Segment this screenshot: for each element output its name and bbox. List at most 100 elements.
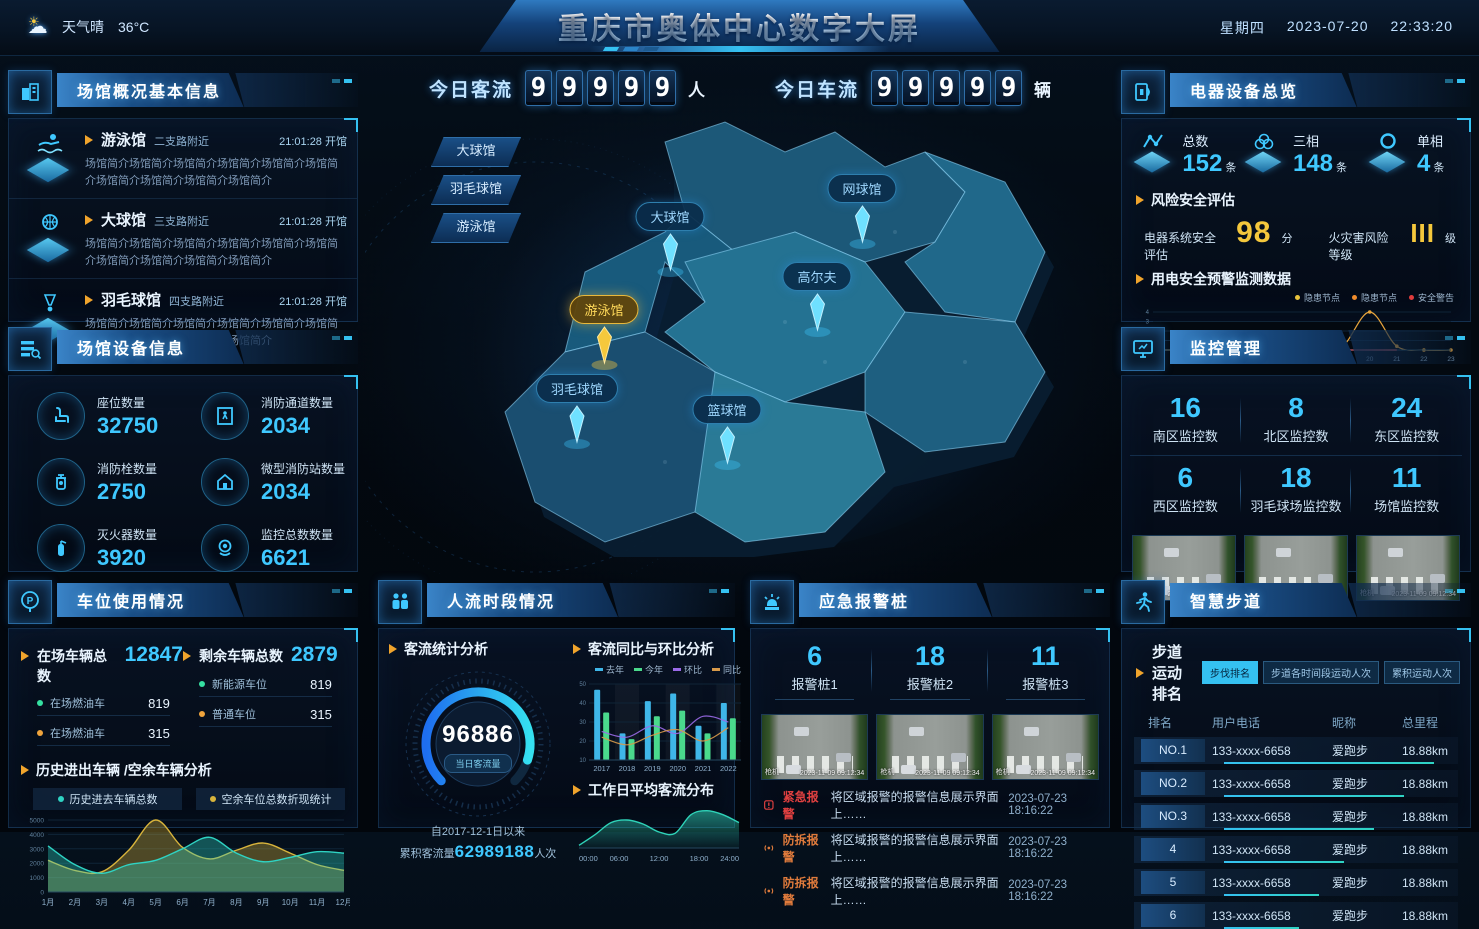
camera-tag: 枪机	[765, 769, 779, 776]
pin-marker-icon	[590, 326, 617, 370]
venue-description: 场馆简介场馆简介场馆简介场馆简介场馆简介场馆简介场馆简介场馆简介场馆简介场馆简介	[85, 238, 338, 268]
legend-dot	[199, 681, 205, 687]
svg-text:5月: 5月	[149, 898, 161, 907]
pin-label[interactable]: 网球馆	[827, 174, 897, 203]
table-row[interactable]: NO.2 133-xxxx-6658 爱跑步 18.88km	[1134, 770, 1458, 797]
svg-text:3: 3	[1146, 320, 1150, 326]
map-pin-tennis[interactable]: 网球馆	[827, 174, 897, 250]
panel-alarm: 应急报警桩 6 报警桩1 18 报警桩2 11 报警桩3 枪机 2023-11-09 0…	[750, 580, 1110, 907]
alert-type: 紧急报警	[782, 790, 819, 821]
venue-open-time: 21:01:28 开馆	[279, 296, 347, 309]
map-pin-badminton[interactable]: 羽毛球馆	[535, 374, 619, 450]
table-row[interactable]: NO.1 133-xxxx-6658 爱跑步 18.88km	[1134, 737, 1458, 764]
svg-text:18:00: 18:00	[690, 854, 709, 863]
pin-marker-icon	[563, 405, 590, 449]
fire-station-icon	[201, 458, 249, 506]
svg-text:0: 0	[40, 890, 44, 897]
gauge-label: 当日客流量	[444, 754, 512, 773]
svg-text:4: 4	[1146, 310, 1150, 316]
map-filter-button-big-arena[interactable]: 大球馆	[431, 137, 521, 167]
pin-label[interactable]: 游泳馆	[569, 295, 639, 324]
tab-total-visitors[interactable]: 累积运动人次	[1384, 661, 1460, 684]
digit: 9	[995, 70, 1023, 106]
stat-value: 2034	[261, 412, 310, 438]
table-row[interactable]: 4 133-xxxx-6658 爱跑步 18.88km	[1134, 836, 1458, 863]
vehicle-flow-counter: 今日车流 9 9 9 9 9 辆	[775, 70, 1051, 106]
venue-location: 二支路附近	[154, 136, 210, 148]
passenger-flow-counter: 今日客流 9 9 9 9 9 人	[429, 70, 705, 106]
tamper-alarm-icon	[764, 888, 774, 894]
camera-timestamp: 2023-11-09 09:12:34	[799, 770, 865, 777]
svg-text:9月: 9月	[257, 898, 269, 907]
tab-pace-rank[interactable]: 步伐排名	[1202, 661, 1258, 684]
camera-feed[interactable]: 枪机 2023-11-09 09:12:34	[761, 714, 869, 780]
trail-rank-table: 排名 用户电话 昵称 总里程 NO.1 133-xxxx-6658 爱跑步 18.8…	[1122, 710, 1470, 929]
monitor-stat-west: 6 西区监控数	[1130, 456, 1241, 525]
alert-row[interactable]: 紧急报警 将区域报警的报警信息展示界面上…… 2023-07-23 18:16:…	[763, 788, 1097, 822]
temperature: 36°C	[118, 18, 150, 35]
legend-dot	[1294, 295, 1300, 300]
map-pin-basketball[interactable]: 篮球馆	[692, 395, 762, 471]
table-row[interactable]: 5 133-xxxx-6658 爱跑步 18.88km	[1134, 869, 1458, 896]
alert-text: 将区域报警的报警信息展示界面上……	[830, 876, 999, 907]
monitor-stat-east: 24 东区监控数	[1351, 386, 1462, 456]
legend-item[interactable]: 空余车位总数折现统计	[196, 788, 345, 810]
emergency-alarm-icon	[764, 800, 774, 810]
passenger-flow-unit: 人	[688, 80, 705, 100]
alert-row[interactable]: 防拆报警 将区域报警的报警信息展示界面上…… 2023-07-23 18:16:…	[763, 831, 1097, 865]
legend-item[interactable]: 历史进去车辆总数	[33, 788, 182, 810]
svg-text:06:00: 06:00	[610, 854, 629, 863]
svg-text:2月: 2月	[69, 898, 81, 907]
venue-name: 游泳馆	[101, 132, 147, 149]
bullet-arrow-icon	[21, 765, 29, 775]
tab-period-visitors[interactable]: 步道各时间段运动人次	[1263, 661, 1379, 684]
datetime: 星期四 2023-07-20 22:33:20	[1220, 18, 1453, 38]
pin-label[interactable]: 篮球馆	[692, 395, 762, 424]
pin-label[interactable]: 大球馆	[635, 202, 705, 231]
panel-title: 车位使用情况	[77, 594, 186, 611]
map-pin-swimming-selected[interactable]: 游泳馆	[569, 295, 639, 371]
alert-row[interactable]: 防拆报警 将区域报警的报警信息展示界面上…… 2023-07-23 18:16:…	[763, 874, 1097, 908]
camera-timestamp: 2023-11-09 09:12:34	[915, 770, 980, 777]
col-header: 排名	[1148, 716, 1173, 730]
bullet-arrow-icon	[85, 295, 93, 306]
camera-feed[interactable]: 枪机 2023-11-09 09:12:34	[991, 714, 1099, 780]
panel-parking: P 车位使用情况 在场车辆总数 12847 在场燃油车 819 在场燃油车 315 …	[8, 580, 358, 907]
tamper-alarm-icon	[764, 845, 774, 851]
device-search-icon	[8, 327, 52, 371]
venue-open-time: 21:01:28 开馆	[279, 136, 347, 148]
digit: 9	[649, 70, 676, 106]
map-filter-button-badminton[interactable]: 羽毛球馆	[431, 175, 521, 205]
parking-sub-stat: 新能源车位 819	[199, 676, 332, 697]
pin-label[interactable]: 高尔夫	[782, 262, 852, 291]
venue-list-item[interactable]: 大球馆 三支路附近 21:01:28 开馆 场馆简介场馆简介场馆简介场馆简介场馆…	[9, 199, 357, 280]
three-phase-icon	[1244, 133, 1285, 177]
electric-stat-total: 总数 152 条	[1130, 131, 1241, 178]
stat-label: 监控总数数量	[261, 527, 334, 542]
alarm-pile-stat: 18 报警桩2	[872, 641, 988, 700]
parking-sub-stat: 在场燃油车 315	[37, 725, 170, 746]
weather-condition: 天气晴	[62, 18, 104, 35]
table-row[interactable]: NO.3 133-xxxx-6658 爱跑步 18.88km	[1134, 803, 1458, 830]
svg-text:6月: 6月	[176, 898, 188, 907]
passenger-flow-label: 今日客流	[428, 79, 513, 101]
camera-feed[interactable]: 枪机 2023-11-09 09:12:34	[876, 714, 984, 780]
digit: 9	[556, 70, 583, 106]
monitor-section-title: 用电安全预警监测数据	[1151, 271, 1291, 287]
monitoring-body: 16 南区监控数 8 北区监控数 24 东区监控数 6 西区监控数 18 羽毛球场监控数 …	[1121, 375, 1471, 601]
svg-text:24:00: 24:00	[720, 854, 739, 863]
table-row[interactable]: 6 133-xxxx-6658 爱跑步 18.88km	[1134, 902, 1458, 929]
map-pin-big-arena[interactable]: 大球馆	[635, 202, 705, 278]
gauge-value: 96886	[442, 721, 514, 748]
legend-dot	[199, 711, 205, 717]
legend-item: 同比	[711, 663, 741, 676]
map-filter-button-swimming[interactable]: 游泳馆	[431, 213, 521, 243]
stat-label: 剩余车辆总数	[199, 648, 283, 664]
venue-list-item[interactable]: 游泳馆 二支路附近 21:01:28 开馆 场馆简介场馆简介场馆简介场馆简介场馆…	[9, 119, 357, 200]
workday-chart-title: 工作日平均客流分布	[588, 782, 714, 798]
parking-sub-stat: 普通车位 315	[199, 706, 332, 727]
map-pin-golf[interactable]: 高尔夫	[782, 262, 852, 338]
bullet-arrow-icon	[85, 135, 93, 145]
legend-item: 隐患节点	[1294, 291, 1340, 304]
pin-label[interactable]: 羽毛球馆	[535, 374, 619, 403]
